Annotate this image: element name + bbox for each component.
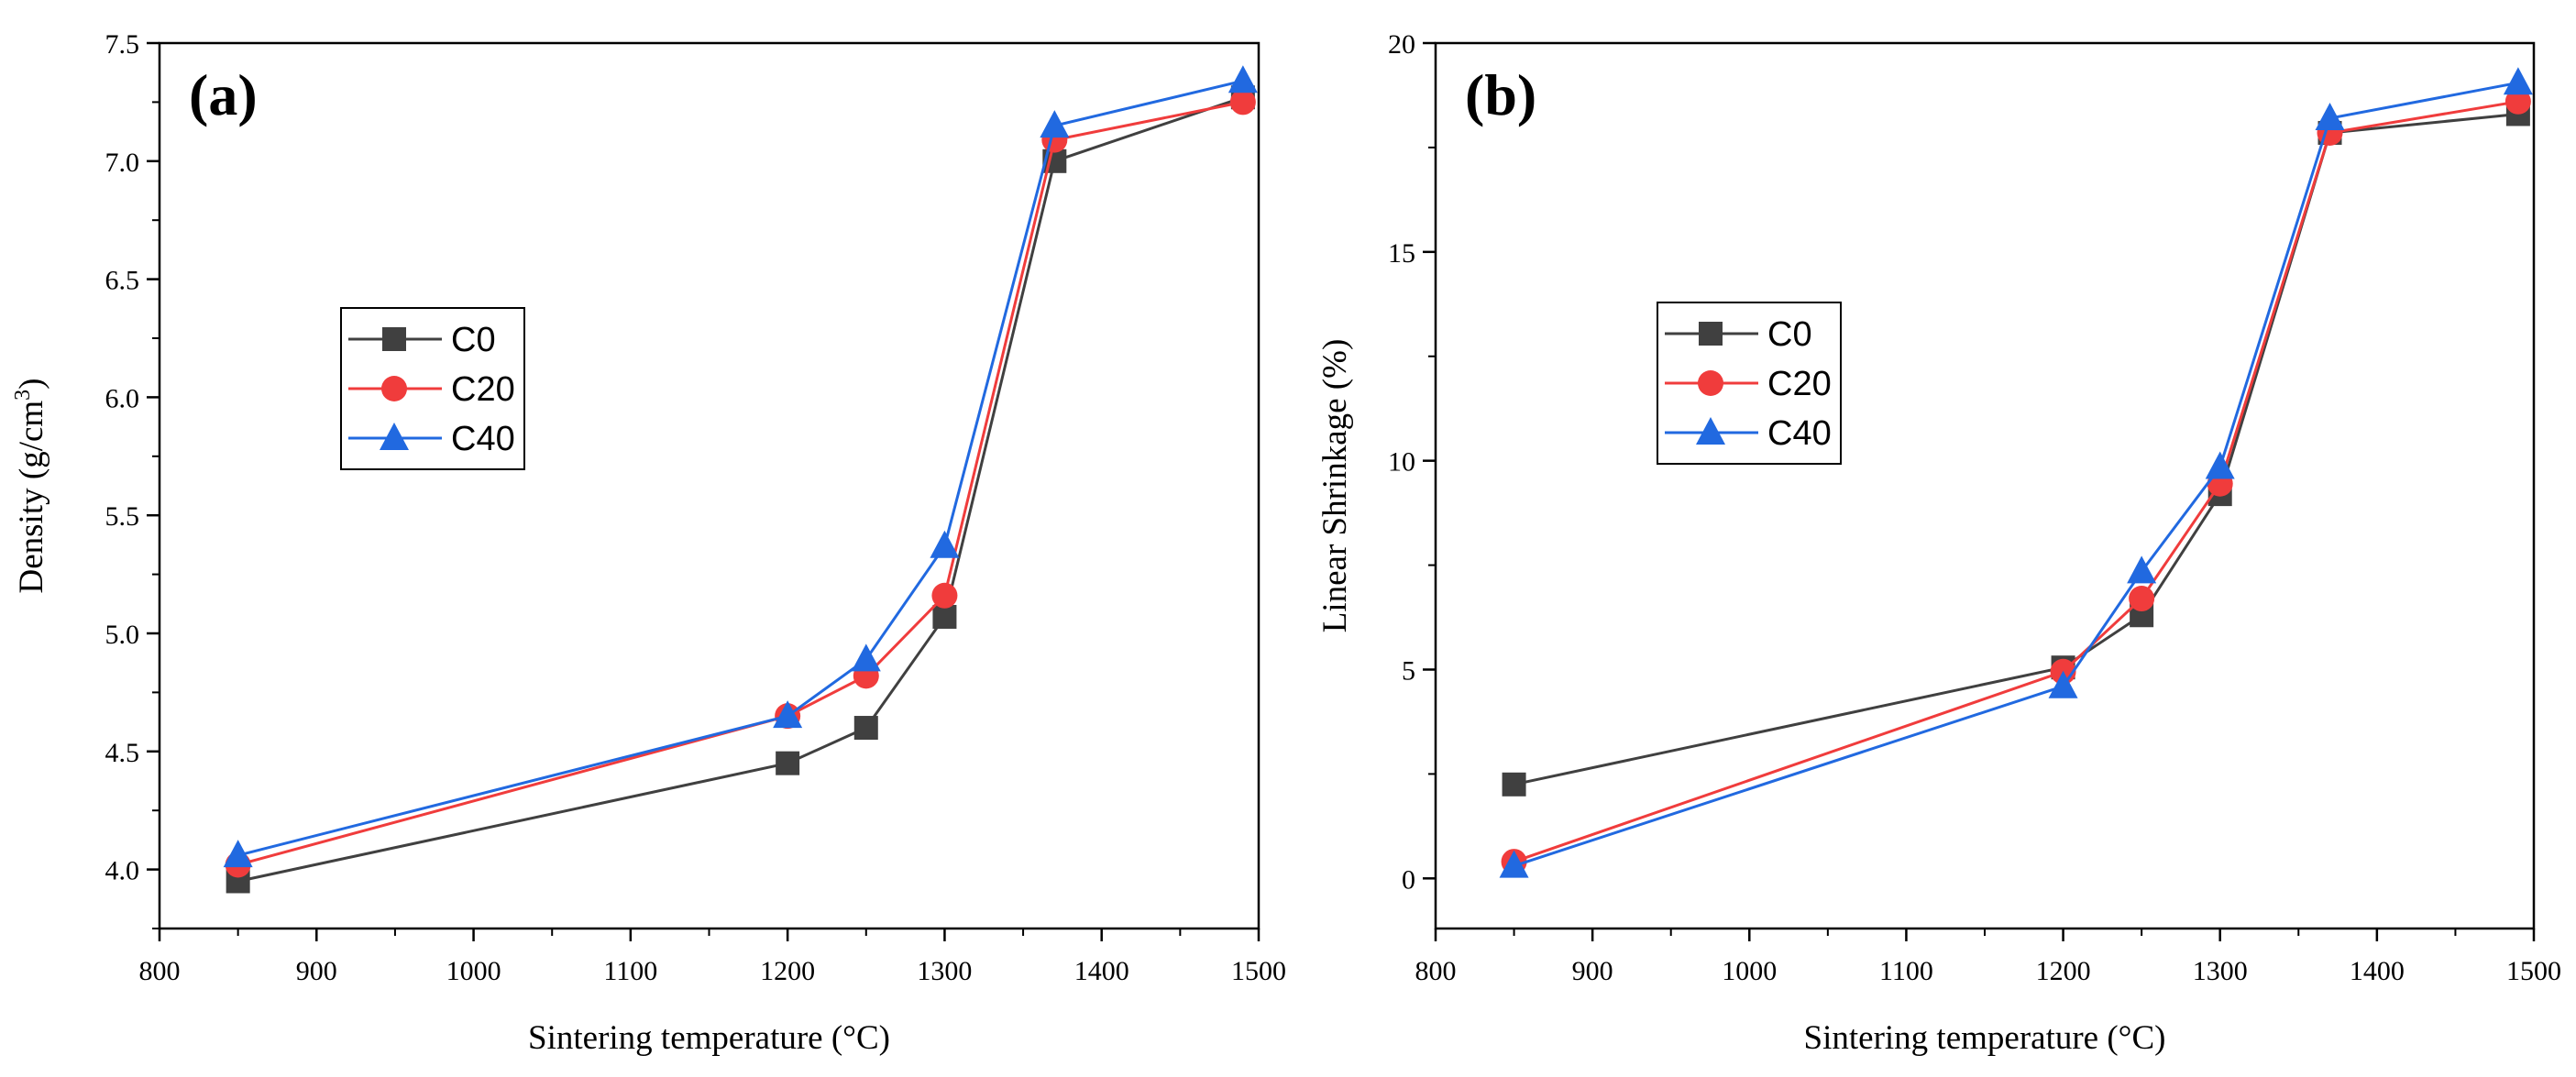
data-point — [853, 716, 878, 741]
data-point — [1502, 772, 1526, 797]
data-point — [2048, 670, 2078, 698]
panel-label: (b) — [1465, 62, 1536, 127]
x-tick-label: 1000 — [1722, 956, 1777, 986]
series-c20 — [1501, 88, 2531, 875]
data-point — [2129, 586, 2155, 612]
plot-frame — [1434, 41, 2536, 930]
legend-marker — [382, 327, 406, 351]
legend-marker — [1698, 370, 1723, 396]
y-tick-label: 5.0 — [105, 620, 140, 650]
x-tick-label: 1500 — [1231, 956, 1286, 986]
data-point — [223, 840, 253, 868]
data-point — [773, 700, 803, 729]
legend-item-c20: C20 — [1665, 365, 1832, 403]
x-tick-label: 1500 — [2506, 956, 2561, 986]
y-tick-label: 15 — [1388, 238, 1415, 269]
legend-marker — [380, 423, 409, 450]
data-point — [1499, 850, 1529, 878]
x-tick-label: 1100 — [1879, 956, 1933, 986]
series-line — [237, 100, 1244, 866]
data-point — [1227, 65, 1258, 93]
y-tick-label: 7.5 — [105, 29, 140, 60]
x-tick-label: 800 — [1415, 956, 1457, 986]
series-line — [1514, 100, 2519, 863]
data-point — [2315, 103, 2345, 131]
data-point — [2205, 451, 2235, 479]
legend: C0 C20 C40 — [340, 307, 525, 470]
panel-a-density-chart: 800 900 1000 1100 1200 1300 1400 1500 4.0 4.5 5.0 5… — [11, 29, 1286, 1057]
data-point — [930, 530, 960, 558]
legend-label: C40 — [451, 420, 515, 458]
legend-item-c0: C0 — [348, 321, 496, 359]
data-point — [1229, 89, 1256, 115]
legend-label: C0 — [451, 321, 496, 359]
legend-label: C0 — [1767, 315, 1812, 354]
data-point — [932, 604, 957, 629]
legend-item-c0: C0 — [1665, 315, 1812, 354]
data-point — [1040, 110, 1070, 138]
x-tick-label: 1300 — [2193, 956, 2248, 986]
x-tick-label: 900 — [296, 956, 337, 986]
panel-label: (a) — [189, 62, 258, 127]
series-line — [237, 95, 1244, 883]
y-tick-label: 6.5 — [105, 266, 140, 296]
y-axis-title: Density (g/cm3) — [11, 379, 50, 594]
y-tick-label: 10 — [1388, 447, 1415, 478]
x-tick-label: 1300 — [917, 956, 972, 986]
x-tick-label: 800 — [139, 956, 181, 986]
y-tick-label: 5.5 — [105, 501, 140, 532]
x-tick-label: 1400 — [1074, 956, 1129, 986]
data-point — [2504, 88, 2531, 115]
legend-marker — [1699, 322, 1723, 346]
x-tick-label: 1400 — [2350, 956, 2405, 986]
legend-item-c20: C20 — [348, 370, 515, 409]
legend-label: C20 — [451, 370, 515, 409]
data-point — [2503, 67, 2533, 95]
y-tick-label: 5 — [1402, 655, 1415, 686]
series-line — [1514, 112, 2519, 786]
data-point — [851, 643, 881, 672]
series-line — [237, 79, 1244, 857]
legend-item-c40: C40 — [348, 420, 515, 458]
series-c40 — [1499, 67, 2533, 878]
series-c40 — [223, 65, 1258, 868]
plot-frame — [158, 41, 1260, 930]
x-tick-label: 1000 — [446, 956, 501, 986]
legend-item-c40: C40 — [1665, 414, 1832, 453]
series-c20 — [225, 89, 1256, 878]
data-point — [776, 751, 800, 775]
legend-marker — [1696, 417, 1725, 445]
x-tick-label: 1200 — [760, 956, 815, 986]
series-c0 — [1502, 102, 2530, 797]
x-tick-label: 1100 — [603, 956, 657, 986]
series-c0 — [226, 85, 1255, 894]
y-axis-title: Linear Shrinkage (%) — [1316, 339, 1354, 633]
legend-label: C20 — [1767, 365, 1832, 403]
panel-b-shrinkage-chart: 800 900 1000 1100 1200 1300 1400 1500 0 5 10 15 20 Si… — [1316, 29, 2561, 1057]
y-tick-label: 0 — [1402, 864, 1415, 895]
y-tick-label: 6.0 — [105, 383, 140, 413]
data-point — [931, 582, 958, 609]
series-line — [1514, 81, 2519, 868]
x-axis-title: Sintering temperature (°C) — [528, 1019, 890, 1057]
data-point — [2127, 555, 2157, 584]
y-tick-label: 7.0 — [105, 148, 140, 178]
x-axis-title: Sintering temperature (°C) — [1804, 1019, 2166, 1057]
x-tick-label: 900 — [1572, 956, 1613, 986]
y-tick-label: 20 — [1388, 29, 1415, 60]
y-tick-label: 4.5 — [105, 738, 140, 768]
legend-marker — [381, 376, 407, 401]
y-tick-label: 4.0 — [105, 856, 140, 886]
legend-label: C40 — [1767, 414, 1832, 453]
legend: C0 C20 C40 — [1657, 302, 1842, 465]
x-tick-label: 1200 — [2036, 956, 2091, 986]
